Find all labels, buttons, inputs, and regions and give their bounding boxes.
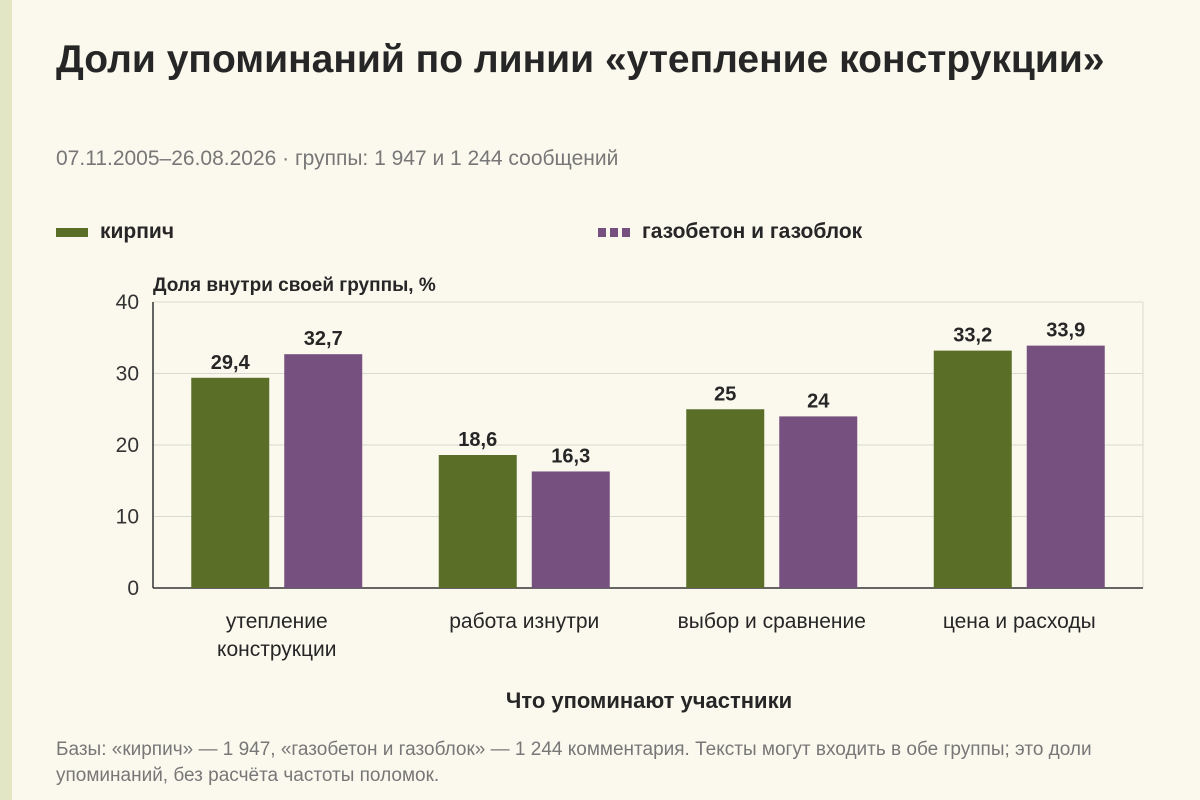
data-label: 29,4 xyxy=(211,352,251,374)
y-axis-label: Доля внутри своей группы, % xyxy=(153,275,436,296)
x-tick-label: конструкции xyxy=(217,638,336,661)
y-tick-label: 20 xyxy=(116,434,139,457)
footnote: Базы: «кирпич» — 1 947, «газобетон и газ… xyxy=(56,739,1092,786)
data-label: 33,9 xyxy=(1046,320,1085,342)
x-tick-label: цена и расходы xyxy=(943,610,1096,633)
legend-label-gazobeton: газобетон и газоблок xyxy=(642,220,863,243)
accent-strip xyxy=(0,0,12,800)
legend-label-kirpich: кирпич xyxy=(100,220,175,243)
data-label: 25 xyxy=(714,383,736,405)
chart-subtitle: 07.11.2005–26.08.2026 · группы: 1 947 и … xyxy=(56,147,619,170)
x-axis-label: Что упоминают участники xyxy=(506,688,792,713)
bar-gazobeton xyxy=(779,416,858,588)
chart-title: Доли упоминаний по линии «утепление конс… xyxy=(56,38,1105,81)
bar-gazobeton xyxy=(284,354,363,588)
x-tick-label: выбор и сравнение xyxy=(678,610,866,633)
bar-kirpich xyxy=(933,350,1012,588)
data-label: 24 xyxy=(807,390,830,412)
x-tick-label: работа изнутри xyxy=(449,610,599,633)
y-tick-label: 0 xyxy=(127,577,139,600)
y-tick-label: 10 xyxy=(116,506,139,529)
legend-item-gazobeton: газобетон и газоблок xyxy=(598,220,862,244)
data-label: 32,7 xyxy=(304,328,343,350)
bar-chart: Доля внутри своей группы, % Что упоминаю… xyxy=(116,275,1144,713)
legend-swatch-gazobeton xyxy=(598,227,630,237)
legend-item-kirpich: кирпич xyxy=(56,220,174,244)
bar-gazobeton xyxy=(1026,345,1105,588)
bar-kirpich xyxy=(191,377,270,588)
bar-kirpich xyxy=(686,409,765,588)
data-label: 18,6 xyxy=(458,429,497,451)
data-label: 33,2 xyxy=(953,325,992,347)
data-label: 16,3 xyxy=(551,445,590,467)
x-tick-label: утепление xyxy=(226,610,328,633)
bar-gazobeton xyxy=(531,471,610,588)
legend-swatch-kirpich xyxy=(56,227,88,237)
y-tick-label: 40 xyxy=(116,291,139,314)
bar-kirpich xyxy=(438,455,517,588)
y-tick-label: 30 xyxy=(116,363,139,386)
